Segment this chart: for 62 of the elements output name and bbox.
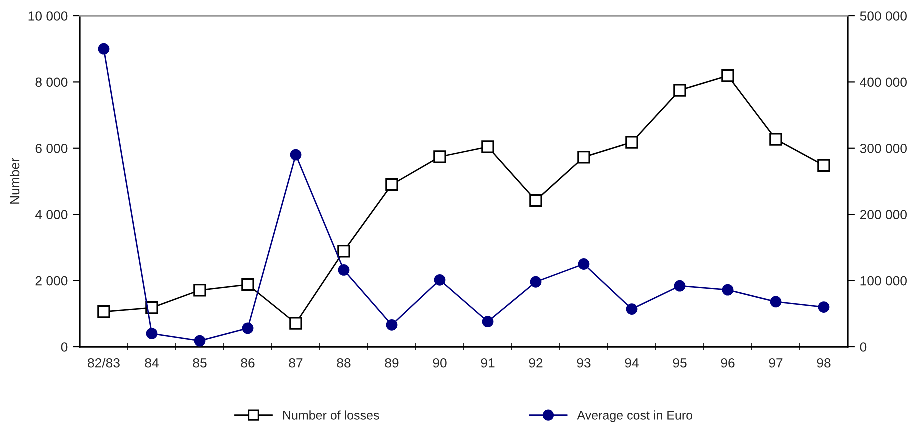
point — [818, 302, 830, 313]
x-tick-label: 82/83 — [88, 358, 120, 368]
point — [434, 150, 446, 164]
y-tick-label: 2 000 — [36, 276, 68, 286]
x-tick-label: 95 — [673, 358, 687, 368]
x-tick-label: 97 — [769, 358, 783, 368]
x-tick-label: 84 — [145, 358, 159, 368]
x-tick-label: 87 — [289, 358, 303, 368]
point — [290, 317, 302, 330]
x-tick-label: 91 — [481, 358, 495, 368]
y2-tick-label: 200 000 — [860, 210, 907, 220]
point — [578, 258, 590, 270]
legend-label: Average cost in Euro — [577, 410, 693, 422]
point — [674, 84, 686, 97]
point — [818, 159, 830, 172]
point — [722, 284, 734, 296]
y-axis-title: Number — [10, 158, 20, 204]
x-tick-label: 90 — [433, 358, 447, 368]
y-tick-label: 10 000 — [28, 12, 68, 21]
y2-tick-label: 0 — [860, 342, 867, 352]
x-tick-label: 93 — [577, 358, 591, 368]
point — [770, 296, 782, 308]
y2-tick-label: 100 000 — [860, 276, 907, 286]
x-tick-label: 88 — [337, 358, 351, 368]
x-tick-label: 98 — [817, 358, 831, 368]
y2-tick-label: 300 000 — [860, 144, 907, 154]
point — [674, 280, 686, 292]
point — [98, 306, 110, 318]
point — [770, 133, 782, 146]
point — [482, 316, 494, 328]
point — [242, 278, 254, 292]
x-tick-label: 86 — [241, 358, 255, 368]
y-tick-label: 8 000 — [36, 78, 68, 88]
y-tick-label: 6 000 — [36, 144, 68, 154]
point — [578, 150, 590, 164]
x-tick-label: 96 — [721, 358, 735, 368]
legend-label: Number of losses — [283, 410, 380, 420]
point — [194, 335, 206, 347]
point — [482, 140, 494, 154]
point — [98, 43, 110, 55]
point — [434, 274, 446, 286]
x-tick-label: 85 — [193, 358, 207, 368]
point — [290, 149, 302, 161]
point — [242, 322, 254, 334]
point — [626, 136, 638, 149]
x-tick-label: 92 — [529, 358, 543, 368]
point — [626, 304, 638, 315]
point — [338, 264, 350, 276]
point — [386, 319, 398, 331]
point — [338, 244, 350, 258]
y2-tick-label: 500 000 — [860, 12, 907, 21]
point — [530, 276, 542, 288]
point — [386, 178, 398, 192]
x-tick-label: 89 — [385, 358, 399, 368]
y2-tick-label: 400 000 — [860, 78, 907, 88]
point — [722, 70, 734, 82]
point — [146, 328, 158, 340]
point — [530, 194, 542, 208]
x-tick-label: 94 — [625, 358, 639, 368]
y-tick-label: 0 — [61, 342, 68, 352]
y-tick-label: 4 000 — [35, 210, 68, 220]
point — [194, 284, 206, 297]
